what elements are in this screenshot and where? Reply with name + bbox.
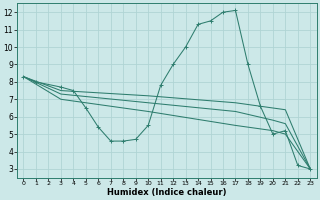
X-axis label: Humidex (Indice chaleur): Humidex (Indice chaleur) — [107, 188, 227, 197]
